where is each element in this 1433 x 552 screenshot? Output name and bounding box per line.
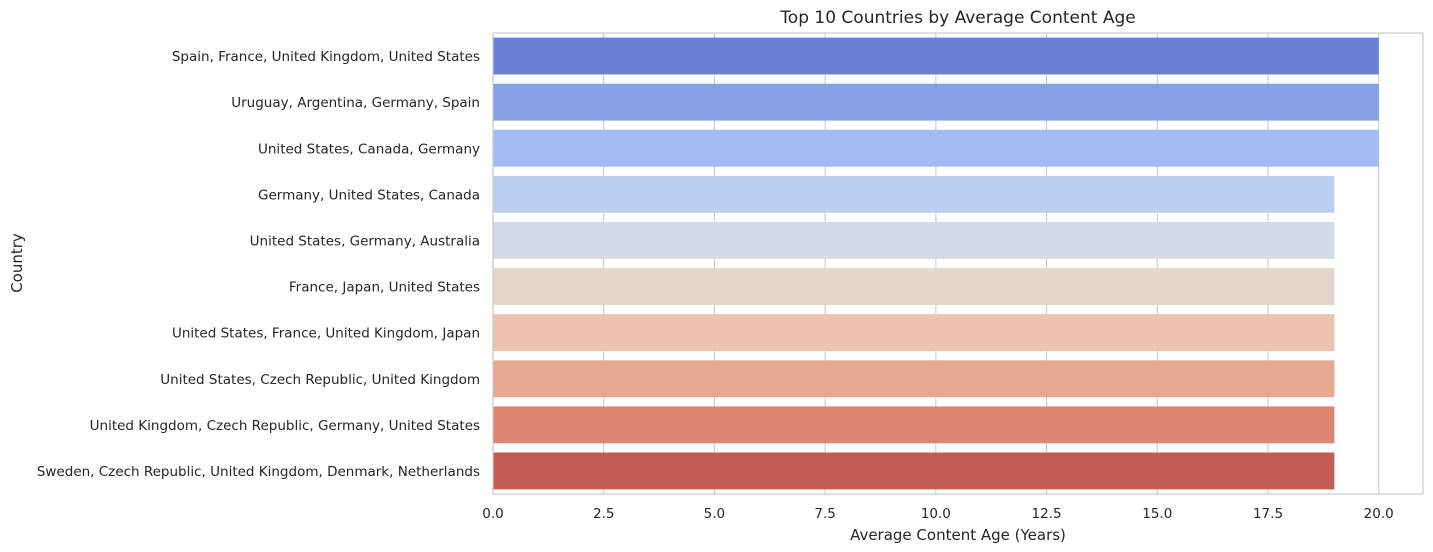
x-tick-label: 12.5: [1032, 506, 1062, 522]
x-tick-label: 10.0: [921, 506, 951, 522]
bars: [493, 37, 1379, 490]
x-tick-label: 2.5: [593, 506, 614, 522]
bar: [493, 360, 1335, 398]
y-tick-label: Spain, France, United Kingdom, United St…: [172, 49, 480, 65]
y-tick-label: Uruguay, Argentina, Germany, Spain: [231, 95, 480, 111]
y-axis-label: Country: [8, 233, 26, 293]
y-tick-label: France, Japan, United States: [289, 280, 480, 296]
bar: [493, 175, 1335, 213]
x-tick-label: 0.0: [482, 506, 503, 522]
y-tick-label: Sweden, Czech Republic, United Kingdom, …: [37, 464, 480, 480]
y-tick-labels: Spain, France, United Kingdom, United St…: [37, 49, 480, 480]
bar: [493, 129, 1379, 167]
y-tick-label: United Kingdom, Czech Republic, Germany,…: [90, 418, 480, 434]
x-tick-labels: 0.0 2.5 5.0 7.5 10.0 12.5 15.0 17.5 20.0: [482, 506, 1393, 522]
chart-title: Top 10 Countries by Average Content Age: [779, 8, 1135, 28]
bar: [493, 37, 1379, 75]
bar: [493, 314, 1335, 352]
x-tick-label: 20.0: [1364, 506, 1394, 522]
x-tick-label: 5.0: [704, 506, 725, 522]
bar: [493, 268, 1335, 305]
bar: [493, 222, 1335, 259]
y-tick-label: United States, Germany, Australia: [250, 233, 480, 249]
x-tick-label: 15.0: [1142, 506, 1172, 522]
y-tick-label: United States, Canada, Germany: [258, 141, 480, 157]
plot-frame: [492, 32, 1424, 495]
x-axis-label: Average Content Age (Years): [850, 526, 1066, 544]
bar: [493, 452, 1335, 490]
y-tick-label: United States, France, United Kingdom, J…: [172, 326, 480, 342]
x-tick-label: 17.5: [1253, 506, 1283, 522]
y-tick-label: United States, Czech Republic, United Ki…: [160, 372, 480, 388]
y-tick-label: Germany, United States, Canada: [258, 187, 480, 203]
x-tick-label: 7.5: [814, 506, 835, 522]
bar: [493, 406, 1335, 444]
bar: [493, 83, 1379, 121]
